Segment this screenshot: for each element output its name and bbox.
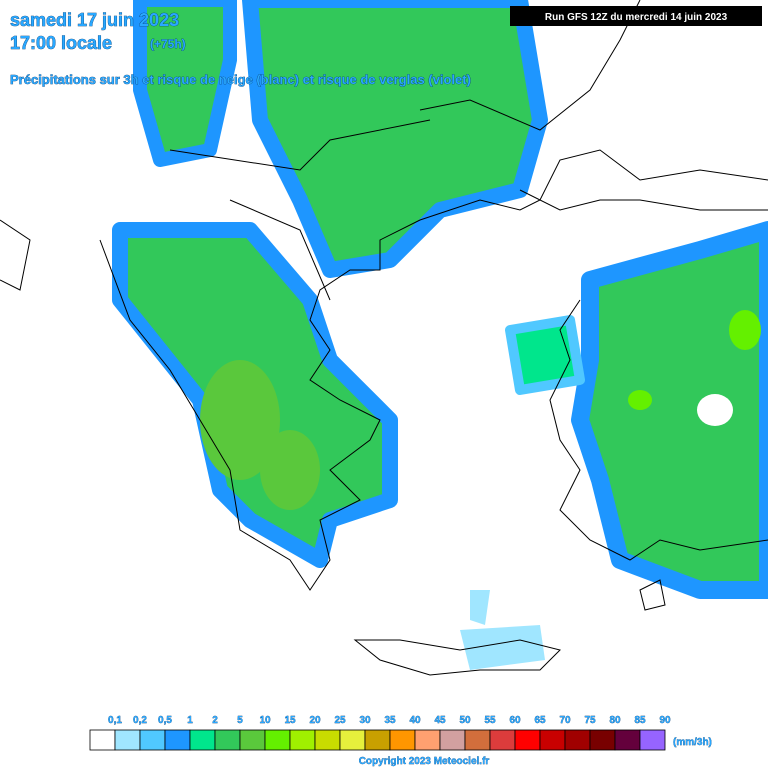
legend-label: 0,2 bbox=[133, 715, 147, 726]
legend-swatch bbox=[639, 729, 666, 751]
legend-label: 25 bbox=[334, 715, 346, 726]
legend-swatch bbox=[339, 729, 366, 751]
legend-label: 2 bbox=[212, 715, 218, 726]
legend-label: 0,1 bbox=[108, 715, 122, 726]
subtitle: Précipitations sur 3h et risque de neige… bbox=[10, 72, 471, 87]
legend-swatch bbox=[539, 729, 566, 751]
legend-swatch bbox=[214, 729, 241, 751]
legend-label: 85 bbox=[634, 715, 646, 726]
legend-swatch bbox=[114, 729, 141, 751]
legend: 0,1 0,2 0,5 1 2 5 10 15 20 25 30 35 40 45 50 55 60 65 70 75… bbox=[89, 715, 712, 751]
lead-time: (+75h) bbox=[150, 37, 186, 51]
legend-swatch bbox=[264, 729, 291, 751]
legend-swatch bbox=[514, 729, 541, 751]
legend-swatch bbox=[489, 729, 516, 751]
legend-label: 0,5 bbox=[158, 715, 172, 726]
legend-swatch bbox=[439, 729, 466, 751]
legend-label: 30 bbox=[359, 715, 371, 726]
legend-swatch bbox=[314, 729, 341, 751]
legend-label: 45 bbox=[434, 715, 446, 726]
legend-unit: (mm/3h) bbox=[673, 737, 712, 748]
legend-swatch bbox=[464, 729, 491, 751]
legend-swatch bbox=[164, 729, 191, 751]
time: 17:00 locale bbox=[10, 33, 112, 53]
legend-label: 1 bbox=[187, 715, 193, 726]
legend-swatch bbox=[139, 729, 166, 751]
legend-swatch bbox=[364, 729, 391, 751]
legend-swatch bbox=[564, 729, 591, 751]
legend-swatch bbox=[389, 729, 416, 751]
copyright: Copyright 2023 Meteociel.fr bbox=[359, 756, 490, 767]
legend-swatch bbox=[189, 729, 216, 751]
legend-swatch bbox=[414, 729, 441, 751]
legend-label: 20 bbox=[309, 715, 321, 726]
legend-swatch bbox=[289, 729, 316, 751]
legend-label: 15 bbox=[284, 715, 296, 726]
precipitation bbox=[112, 0, 768, 670]
legend-swatch bbox=[614, 729, 641, 751]
legend-label: 35 bbox=[384, 715, 396, 726]
date: samedi 17 juin 2023 bbox=[10, 10, 179, 30]
run-label: Run GFS 12Z du mercredi 14 juin 2023 bbox=[545, 12, 728, 23]
legend-label: 75 bbox=[584, 715, 596, 726]
legend-label: 65 bbox=[534, 715, 546, 726]
legend-label: 10 bbox=[259, 715, 271, 726]
legend-label: 90 bbox=[659, 715, 671, 726]
legend-label: 80 bbox=[609, 715, 621, 726]
legend-swatch bbox=[239, 729, 266, 751]
legend-label: 60 bbox=[509, 715, 521, 726]
legend-swatch bbox=[589, 729, 616, 751]
coastlines bbox=[0, 0, 768, 676]
legend-label: 40 bbox=[409, 715, 421, 726]
legend-label: 5 bbox=[237, 715, 243, 726]
legend-label: 55 bbox=[484, 715, 496, 726]
legend-swatch bbox=[89, 729, 116, 751]
legend-label: 50 bbox=[459, 715, 471, 726]
run-box bbox=[510, 6, 762, 26]
legend-label: 70 bbox=[559, 715, 571, 726]
